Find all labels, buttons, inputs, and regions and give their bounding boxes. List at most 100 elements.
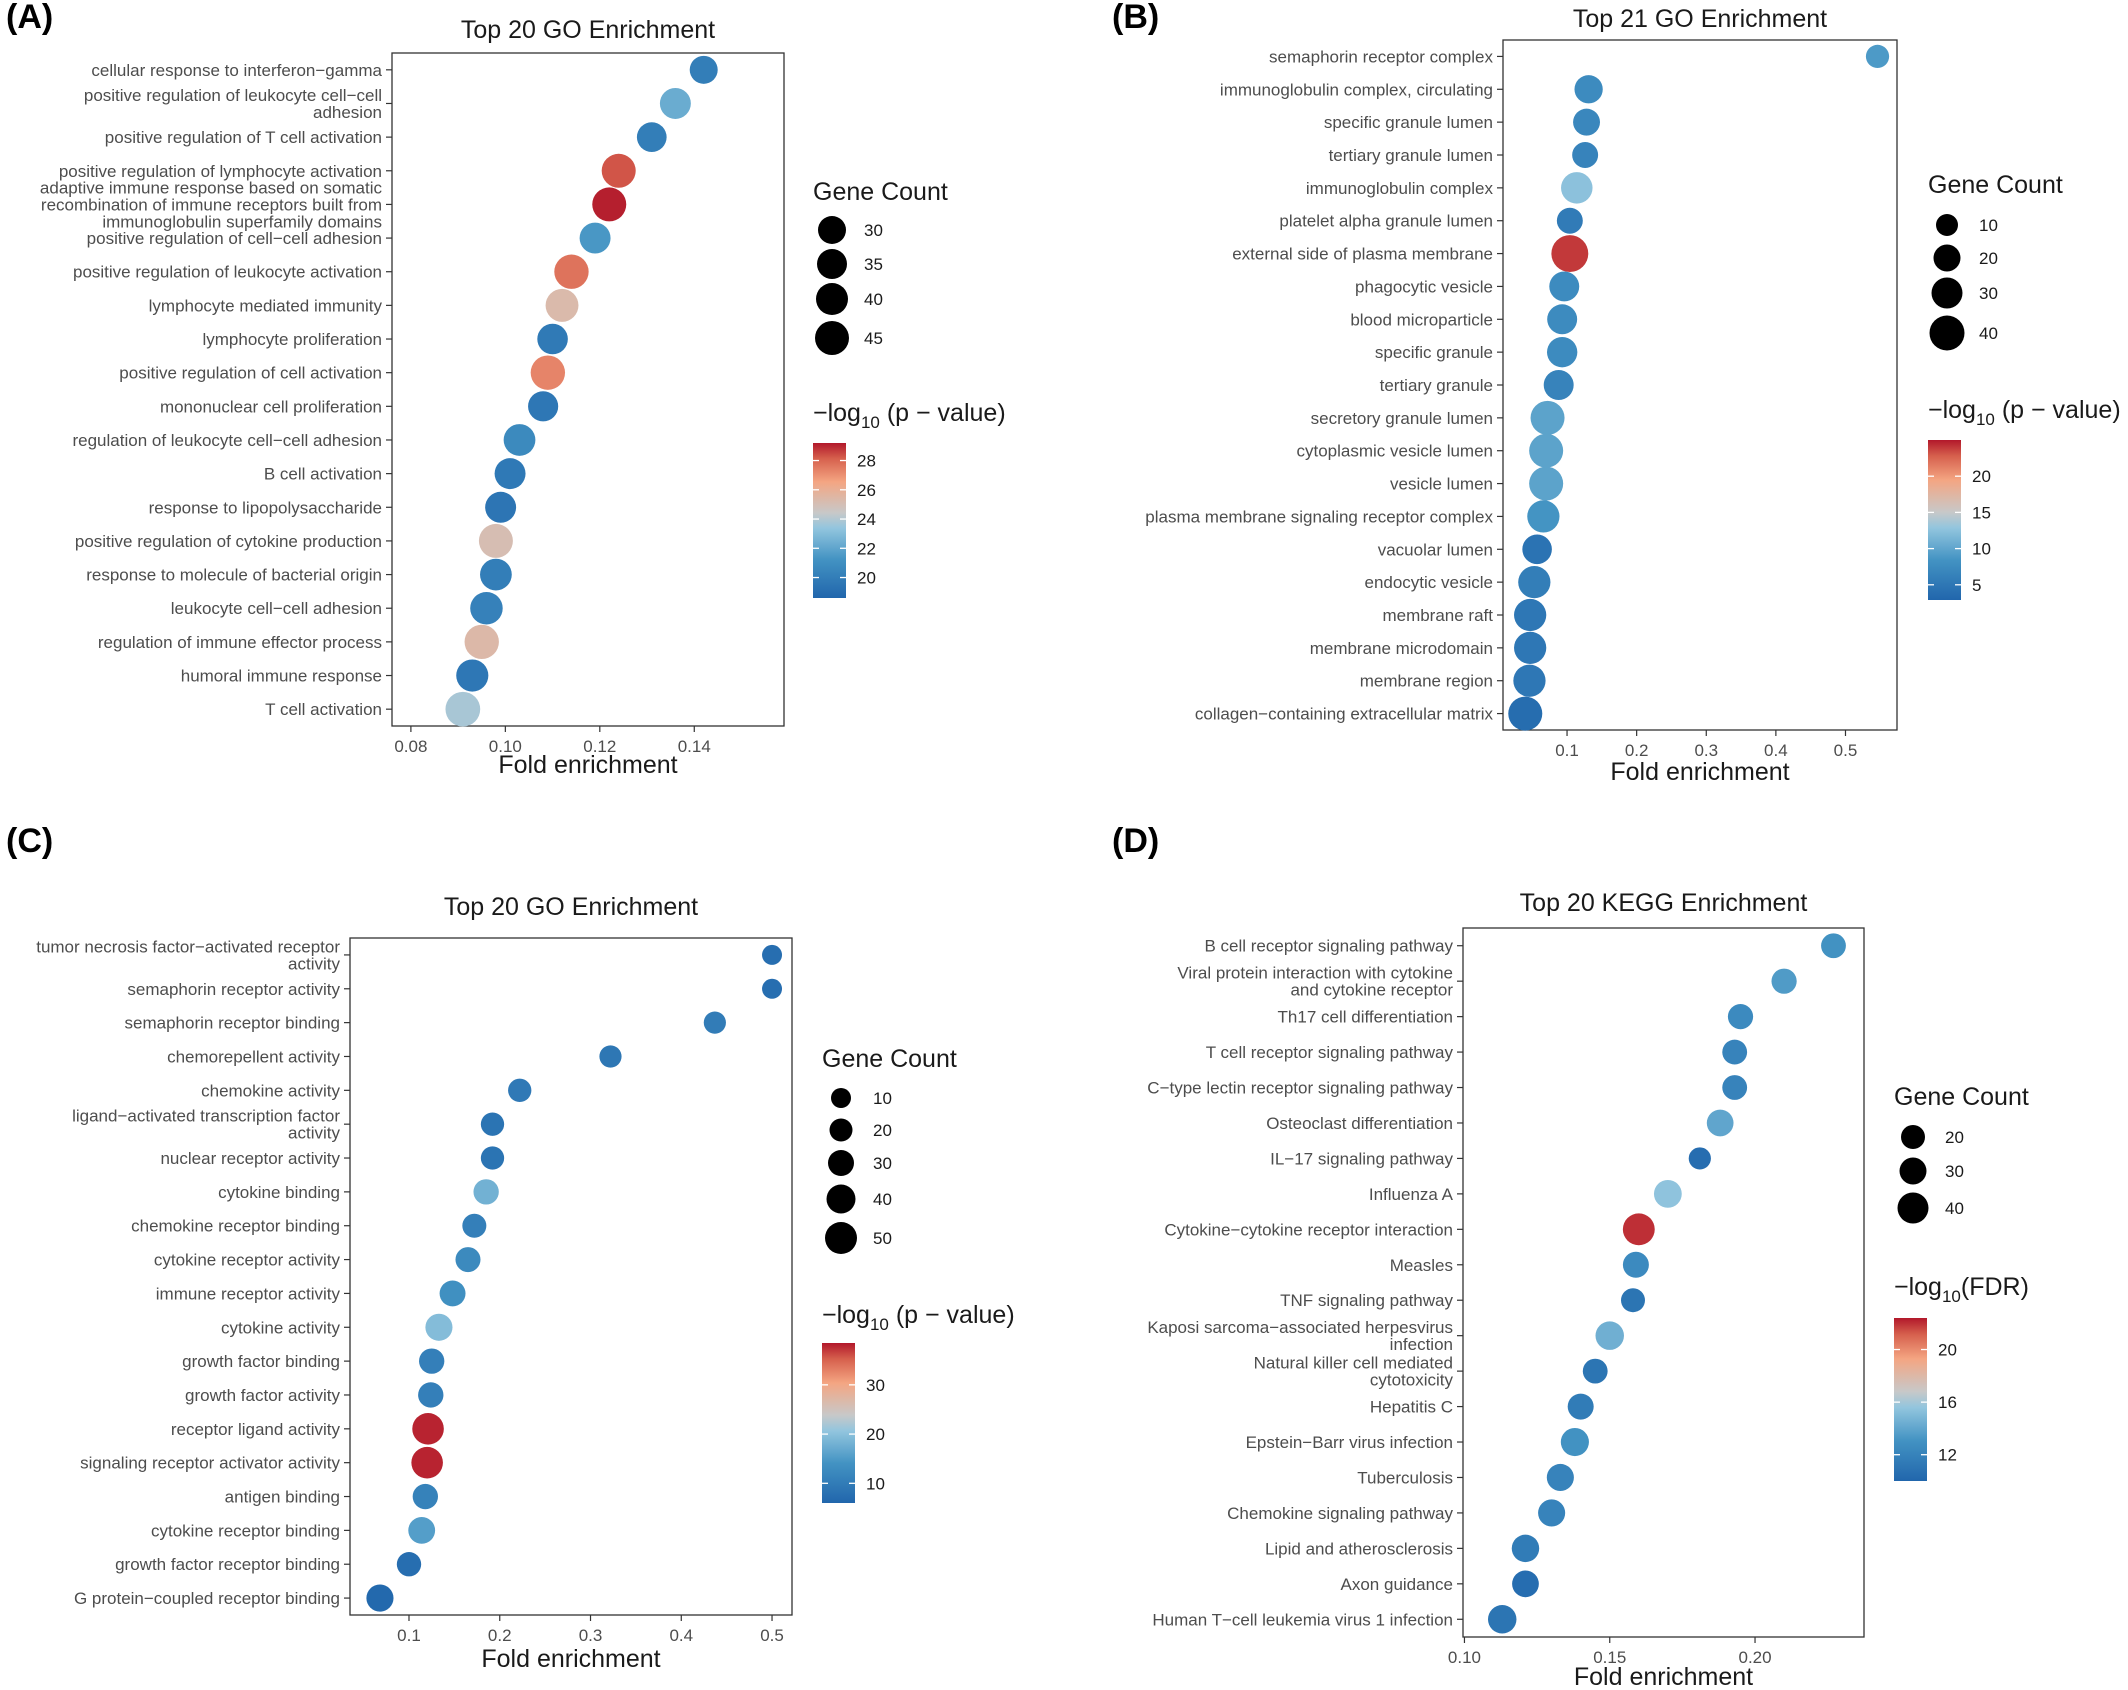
color-legend-title: −log10 (p − value) <box>1928 396 2121 429</box>
category-label: cytokine activity <box>221 1318 341 1337</box>
data-point <box>1512 1570 1539 1598</box>
x-tick-label: 0.5 <box>1834 741 1858 760</box>
data-point <box>445 691 481 727</box>
x-tick-label: 0.10 <box>489 737 522 756</box>
data-point <box>456 659 489 692</box>
plot-frame <box>349 937 793 1616</box>
category-label: growth factor binding <box>182 1352 340 1371</box>
data-point <box>1514 631 1547 664</box>
size-legend-label: 45 <box>864 329 883 348</box>
category-label: chemokine activity <box>201 1081 340 1100</box>
data-point <box>1508 696 1543 731</box>
size-legend-dot <box>825 1222 857 1254</box>
category-label: Tuberculosis <box>1357 1468 1453 1487</box>
category-label: collagen−containing extracellular matrix <box>1195 705 1494 724</box>
data-point <box>418 1382 444 1408</box>
category-label: chemorepellent activity <box>167 1047 340 1066</box>
category-label: membrane raft <box>1382 606 1493 625</box>
size-legend-dot <box>826 1184 856 1214</box>
data-point <box>439 1280 466 1307</box>
category-label: specific granule lumen <box>1324 113 1493 132</box>
data-point <box>366 1584 394 1612</box>
category-label: Chemokine signaling pathway <box>1227 1504 1453 1523</box>
category-label: regulation of immune effector process <box>98 633 382 652</box>
category-label: growth factor receptor binding <box>115 1555 340 1574</box>
data-point <box>1865 44 1890 69</box>
category-label: semaphorin receptor binding <box>125 1014 340 1033</box>
size-legend-dot <box>1901 1125 1925 1149</box>
category-label: response to lipopolysaccharide <box>149 498 382 517</box>
data-point <box>762 944 783 965</box>
category-label: humoral immune response <box>181 667 382 686</box>
data-point <box>1561 172 1593 204</box>
data-point <box>1549 271 1580 302</box>
data-point <box>396 1552 422 1577</box>
data-point <box>470 591 503 625</box>
size-legend-dot <box>1899 1157 1927 1185</box>
category-label: chemokine receptor binding <box>131 1217 340 1236</box>
color-legend-label: 15 <box>1972 503 1991 522</box>
category-label: membrane region <box>1360 672 1493 691</box>
x-tick-label: 0.15 <box>1593 1648 1626 1667</box>
x-tick-label: 0.4 <box>669 1626 693 1645</box>
x-axis-label: Fold enrichment <box>498 751 677 779</box>
data-point <box>473 1179 499 1205</box>
size-legend-dot <box>831 1088 851 1108</box>
category-label: antigen binding <box>225 1488 340 1507</box>
data-point <box>1546 1463 1574 1492</box>
chart-panel-c: (C) Top 20 GO Enrichment tumor necrosis fa… <box>6 822 1015 1673</box>
size-legend-dot <box>818 216 846 244</box>
data-point <box>1522 534 1552 565</box>
size-legend-dot <box>1931 277 1963 309</box>
data-point <box>1527 500 1560 533</box>
category-label: positive regulation of leukocyte activat… <box>73 263 382 282</box>
category-label: Viral protein interaction with cytokine a… <box>1177 964 1453 1000</box>
category-label: Th17 cell differentiation <box>1278 1008 1453 1027</box>
x-tick-label: 0.1 <box>397 1626 421 1645</box>
data-point <box>1722 1075 1748 1100</box>
panel-letter: (D) <box>1112 822 1159 860</box>
category-label: semaphorin receptor complex <box>1269 47 1493 66</box>
category-label: blood microparticle <box>1350 310 1493 329</box>
size-legend-dot <box>815 321 849 355</box>
chart-title: Top 20 GO Enrichment <box>461 16 715 44</box>
size-legend-label: 30 <box>864 221 883 240</box>
category-label: cytoplasmic vesicle lumen <box>1296 442 1493 461</box>
category-label: positive regulation of lymphocyte activa… <box>59 162 382 181</box>
chart-title: Top 21 GO Enrichment <box>1573 5 1827 33</box>
x-tick-label: 0.3 <box>579 1626 603 1645</box>
color-legend-label: 20 <box>1938 1341 1957 1360</box>
data-point <box>494 458 526 490</box>
category-label: phagocytic vesicle <box>1355 277 1493 296</box>
category-label: Lipid and atherosclerosis <box>1265 1539 1453 1558</box>
color-legend-label: 10 <box>1972 540 1991 559</box>
size-legend-label: 30 <box>1979 284 1998 303</box>
color-legend-label: 20 <box>866 1425 885 1444</box>
size-legend-dot <box>1897 1192 1929 1224</box>
category-label: leukocyte cell−cell adhesion <box>171 599 382 618</box>
category-label: Influenza A <box>1369 1185 1454 1204</box>
category-label: semaphorin receptor activity <box>127 980 340 999</box>
data-point <box>1620 1288 1645 1313</box>
size-legend-dot <box>817 249 847 279</box>
data-point <box>537 323 568 355</box>
category-label: positive regulation of cytokine producti… <box>75 532 382 551</box>
category-label: immune receptor activity <box>156 1284 341 1303</box>
category-label: Natural killer cell mediated cytotoxicity <box>1254 1354 1454 1390</box>
category-label: Axon guidance <box>1341 1575 1453 1594</box>
category-label: immunoglobulin complex, circulating <box>1220 80 1493 99</box>
data-point <box>1727 1004 1754 1030</box>
data-point <box>762 978 783 999</box>
size-legend-title: Gene Count <box>822 1045 957 1073</box>
x-tick-label: 0.4 <box>1764 741 1788 760</box>
color-legend-label: 10 <box>866 1474 885 1493</box>
data-point <box>1530 400 1565 435</box>
data-point <box>1543 370 1574 400</box>
size-legend-label: 50 <box>873 1229 892 1248</box>
data-point <box>1622 1251 1649 1278</box>
panel-letter: (C) <box>6 822 53 860</box>
data-point <box>480 1112 505 1136</box>
category-label: T cell activation <box>265 700 382 719</box>
category-label: B cell receptor signaling pathway <box>1204 937 1453 956</box>
data-point <box>1572 142 1599 168</box>
